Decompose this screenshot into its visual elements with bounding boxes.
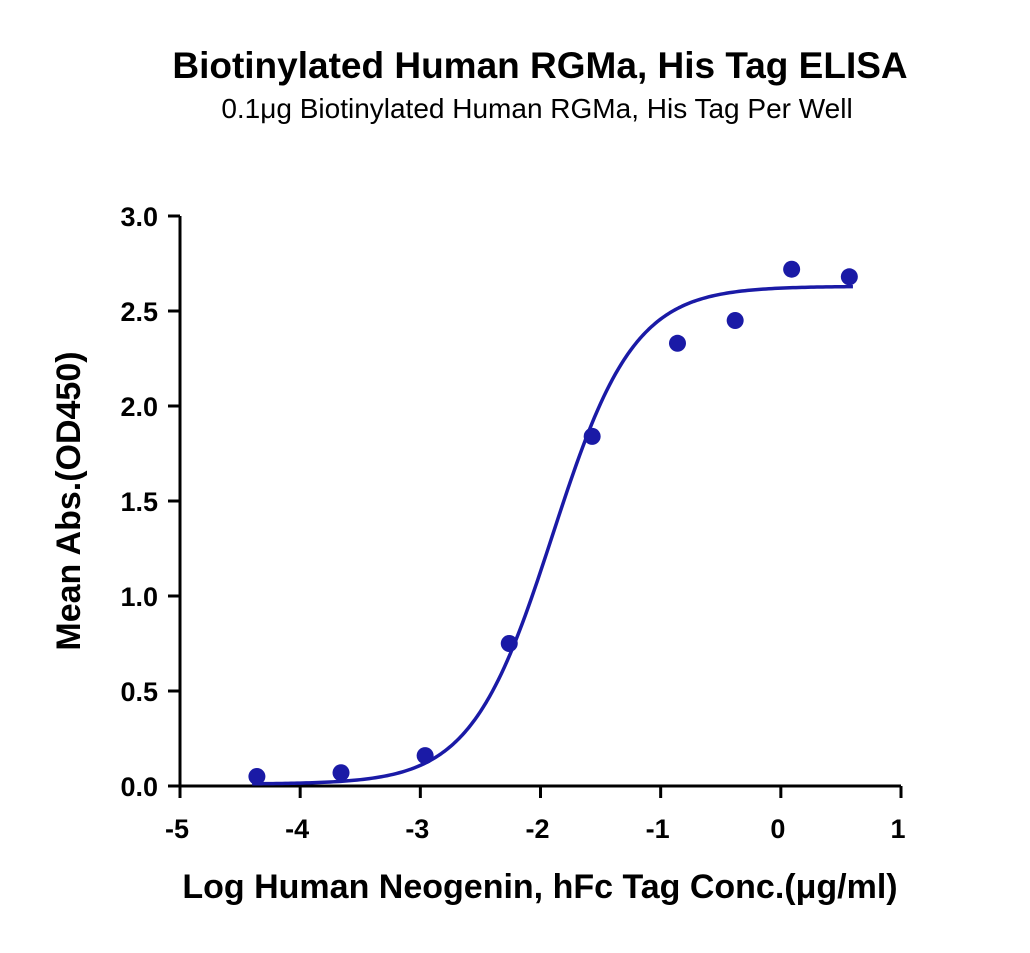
y-tick-label: 1.0 xyxy=(120,582,158,612)
y-tick-label: 2.0 xyxy=(120,392,158,422)
data-point xyxy=(726,312,744,329)
x-tick-label: 1 xyxy=(890,814,905,844)
x-tick-label: 0 xyxy=(770,814,785,844)
x-ticks: -5 -4 -3 -2 -1 0 1 xyxy=(165,786,906,844)
chart-subtitle: 0.1μg Biotinylated Human RGMa, His Tag P… xyxy=(221,93,852,124)
data-point xyxy=(668,334,686,352)
x-axis-title: Log Human Neogenin, hFc Tag Conc.(μg/ml) xyxy=(182,868,897,906)
y-ticks: 0.0 0.5 1.0 1.5 2.0 2.5 3.0 xyxy=(120,202,180,802)
data-point xyxy=(783,260,801,278)
data-point xyxy=(416,747,434,765)
x-tick-label: -2 xyxy=(525,814,549,844)
x-tick-label: -3 xyxy=(405,814,429,844)
chart-title: Biotinylated Human RGMa, His Tag ELISA xyxy=(172,45,907,86)
data-point xyxy=(583,427,601,445)
data-point xyxy=(840,268,858,286)
axes xyxy=(178,216,901,788)
x-tick-label: -5 xyxy=(165,814,189,844)
x-tick-label: -1 xyxy=(646,814,670,844)
y-tick-label: 0.0 xyxy=(120,772,158,802)
fit-curve xyxy=(252,284,853,786)
y-tick-label: 2.5 xyxy=(120,297,158,327)
y-axis-title: Mean Abs.(OD450) xyxy=(50,351,88,650)
y-tick-label: 3.0 xyxy=(120,202,158,232)
data-points xyxy=(248,260,858,785)
y-tick-label: 1.5 xyxy=(120,487,158,517)
x-tick-label: -4 xyxy=(285,814,309,844)
data-point xyxy=(500,635,518,652)
data-point xyxy=(332,764,350,782)
y-tick-label: 0.5 xyxy=(120,677,158,707)
data-point xyxy=(248,768,266,785)
